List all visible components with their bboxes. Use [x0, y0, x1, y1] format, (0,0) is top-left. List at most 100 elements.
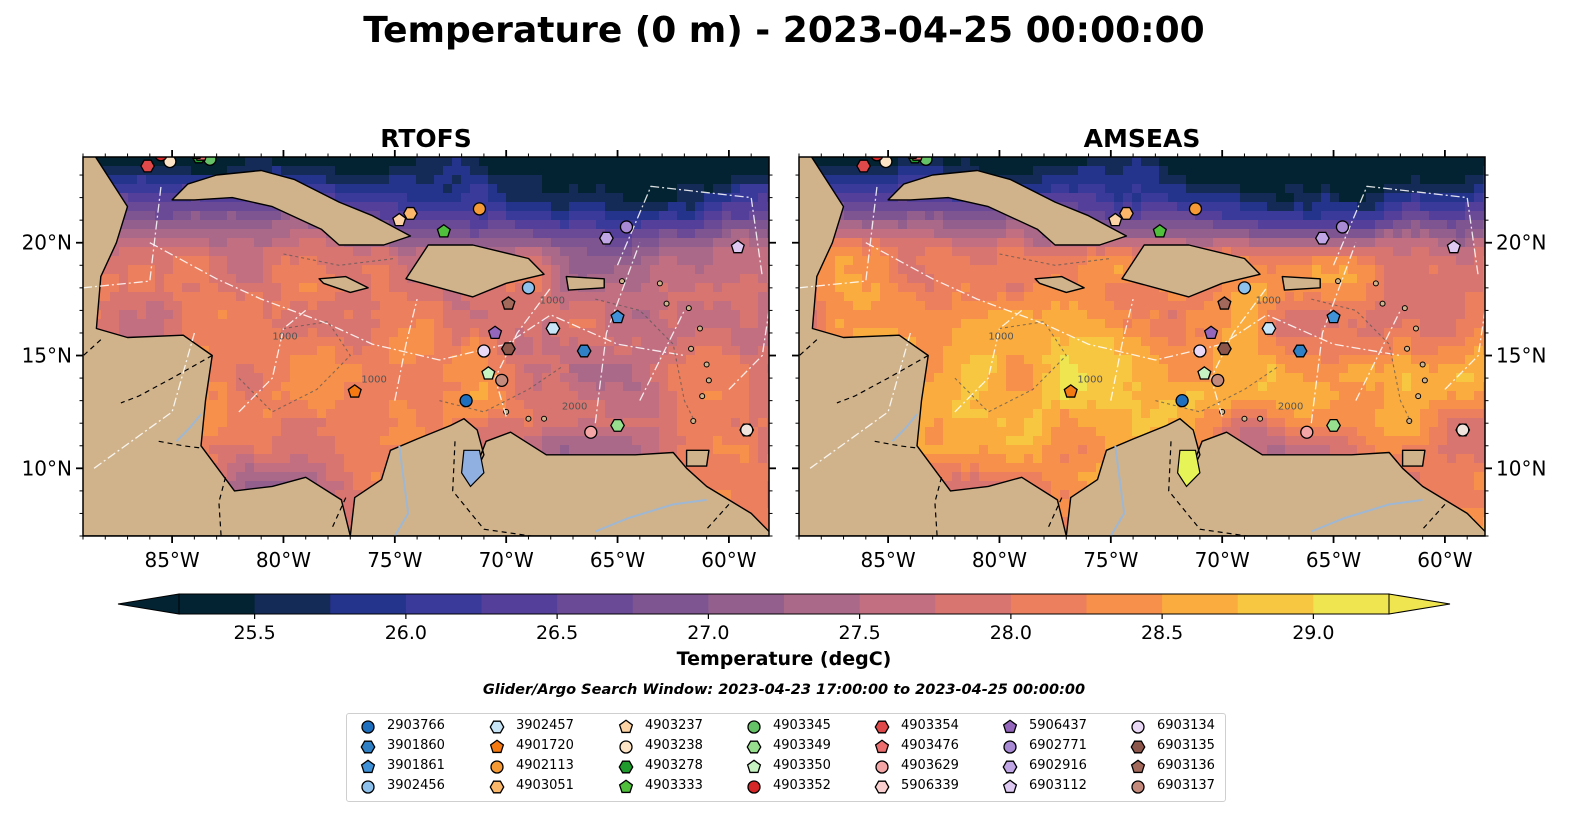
legend-marker	[489, 739, 505, 754]
legend-label: 4903354	[901, 718, 959, 733]
colorbar-extend-min	[117, 593, 180, 615]
colorbar-segment	[557, 594, 634, 614]
country-border	[836, 354, 929, 404]
landmass	[685, 449, 710, 467]
country-border	[452, 441, 536, 536]
legend-marker-hexagon	[489, 720, 505, 734]
legend-marker-circle	[1131, 720, 1145, 734]
landmass	[1401, 449, 1426, 467]
y-tick-label: 10°N	[1496, 456, 1546, 480]
legend-marker-circle	[875, 760, 889, 774]
colorbar-tick-label: 29.0	[1292, 622, 1334, 644]
float-marker-3901861	[1326, 309, 1341, 324]
legend-label: 4903476	[901, 738, 959, 753]
panel-title: AMSEAS	[1084, 124, 1201, 153]
float-marker-6903136	[501, 296, 516, 310]
legend-marker-pentagon	[874, 739, 890, 754]
float-marker-4903238	[163, 157, 177, 169]
eez-line	[83, 186, 162, 289]
legend-marker	[1002, 719, 1018, 734]
eez-line	[238, 309, 307, 413]
contour-label: 2000	[1278, 402, 1303, 413]
land-layer	[83, 157, 769, 536]
legend-label: 3901861	[387, 758, 445, 773]
country-border	[158, 440, 202, 449]
legend-marker-hexagon	[1002, 760, 1018, 774]
colorbar-segment	[254, 594, 331, 614]
contour-label: 1000	[540, 296, 565, 307]
legend-marker-hexagon	[489, 780, 505, 794]
country-border	[706, 503, 730, 530]
search-window-subtitle: Glider/Argo Search Window: 2023-04-23 17…	[483, 682, 1085, 698]
colorbar-segment	[481, 594, 558, 614]
float-marker-4903352	[154, 157, 168, 162]
legend-label: 4902113	[516, 758, 574, 773]
x-tick-label: 75°W	[1083, 548, 1138, 572]
legend-marker-circle	[490, 760, 504, 774]
float-marker-6903134	[477, 344, 491, 358]
contour-label: 1000	[1077, 375, 1102, 386]
legend-marker	[1002, 760, 1018, 774]
landmass	[405, 244, 545, 298]
float-marker-4903051	[1118, 206, 1134, 220]
float-marker-4903051	[402, 206, 418, 220]
legend-marker	[489, 780, 505, 794]
legend-marker-hexagon	[746, 740, 762, 754]
colorbar-segment	[935, 594, 1012, 614]
float-marker-4901720	[1063, 384, 1078, 398]
bathymetry-contours: 1000 1000 2000 1000	[238, 253, 696, 424]
legend-label: 5906339	[901, 778, 959, 793]
legend-marker	[1130, 740, 1146, 754]
legend-label: 3902456	[387, 778, 445, 793]
float-marker-4903352	[870, 157, 884, 162]
colorbar-frame	[178, 593, 1390, 615]
x-tick-label: 80°W	[256, 548, 311, 572]
country-border	[799, 339, 818, 357]
float-marker-4903350	[481, 366, 496, 380]
legend-marker	[1130, 759, 1146, 774]
legend-marker-pentagon	[1130, 759, 1146, 774]
colorbar-label: Temperature (degC)	[677, 648, 892, 670]
island	[685, 305, 692, 312]
float-marker-4903237	[1108, 212, 1123, 227]
depth-contour	[439, 366, 563, 413]
legend-marker-hexagon	[874, 780, 890, 794]
colorbar-segment	[859, 594, 936, 614]
island	[1335, 278, 1341, 285]
island	[619, 278, 625, 285]
float-marker-4903629	[1300, 425, 1314, 439]
legend-label: 4903352	[773, 778, 831, 793]
float-marker-6903137	[495, 373, 509, 387]
land-layer	[799, 157, 1485, 536]
eez-boundaries	[83, 185, 769, 469]
eez-boundaries	[799, 185, 1485, 469]
legend-marker-hexagon	[874, 720, 890, 734]
island	[1412, 325, 1419, 332]
y-tick-label: 20°N	[1496, 231, 1546, 255]
eez-line	[1332, 185, 1479, 277]
legend-marker-circle	[619, 740, 633, 754]
eez-line	[799, 186, 878, 289]
country-border	[218, 477, 227, 536]
eez-line	[954, 309, 1023, 413]
colorbar-segment	[632, 594, 709, 614]
x-tick-label: 80°W	[972, 548, 1027, 572]
eez-line	[1310, 242, 1357, 424]
float-marker-3902457	[545, 321, 561, 335]
legend-label: 4903345	[773, 718, 831, 733]
colorbar-segment	[784, 594, 861, 614]
island	[1372, 280, 1379, 287]
legend-label: 6902916	[1029, 758, 1087, 773]
y-tick-label: 15°N	[1496, 344, 1546, 368]
legend-marker-circle	[1131, 780, 1145, 794]
rtofs-map-panel: 1000 1000 2000 1000 85°W 80°W 75°W 70°W 65°W 60°W…	[22, 124, 776, 572]
float-marker-2903766	[459, 393, 473, 408]
legend-label: 4903629	[901, 758, 959, 773]
float-marker-3902456	[1237, 281, 1252, 295]
float-marker-4903333	[1152, 223, 1167, 238]
legend-marker	[361, 720, 375, 734]
contour-label: 1000	[361, 375, 386, 386]
x-tick-label: 75°W	[367, 548, 422, 572]
legend-marker	[490, 760, 504, 774]
float-marker-6902916	[598, 231, 614, 245]
